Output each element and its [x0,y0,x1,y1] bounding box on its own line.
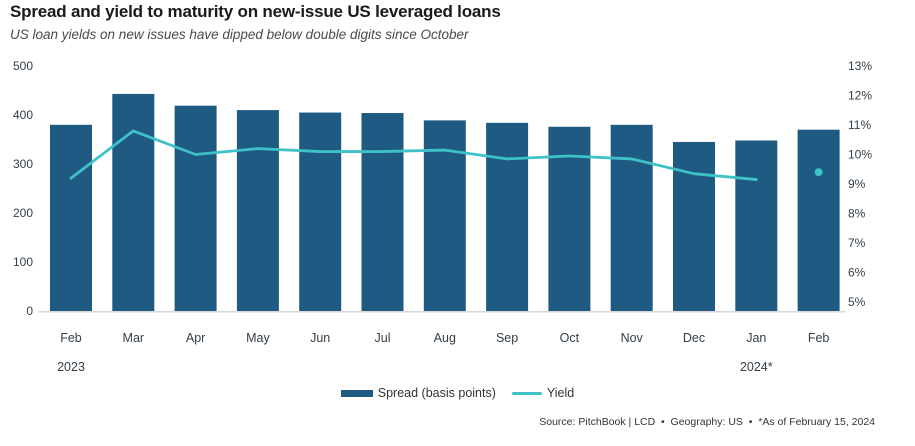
x-axis-month-label: Sep [496,331,518,345]
x-axis-month-label: May [246,331,270,345]
legend-spread-label: Spread (basis points) [377,386,496,400]
source-attribution: Source: PitchBook | LCD • Geography: US … [539,416,875,428]
x-axis-month-label: Oct [560,331,580,345]
right-axis-tick: 7% [848,236,866,250]
right-axis-tick: 13% [848,59,872,73]
yield-latest-dot [814,168,823,177]
x-axis-month-label: Feb [60,331,82,345]
spread-swatch-icon [340,389,373,397]
x-axis-month-label: Jul [375,331,391,345]
legend-item-yield: Yield [511,386,575,400]
x-axis-year-label: 2023 [57,360,85,374]
x-axis-month-label: Jun [310,331,330,345]
right-axis-tick: 12% [848,89,872,103]
spread-bar-Nov-9 [610,124,653,311]
spread-bar-Jan-11 [735,140,778,311]
spread-bar-Sep-7 [486,122,529,311]
right-axis-tick: 11% [848,118,871,132]
spread-bar-Feb-12 [797,129,840,311]
right-axis-tick: 6% [848,266,866,280]
yield-swatch-icon [511,391,542,395]
spread-bar-Dec-10 [673,141,715,311]
yield-line [69,129,758,181]
spread-bar-Apr-2 [174,105,217,311]
right-axis-tick: 5% [848,295,866,309]
combo-chart-plot: 0 100 200 300 400 500 13% 12% 11% 10% 9% 8% 7% 6% 5% Fe… [13,59,872,374]
left-axis-tick: 100 [13,255,33,269]
right-axis-tick: 8% [848,207,866,221]
x-axis-month-label: Apr [186,331,205,345]
spread-bar-Jun-4 [299,112,342,311]
x-axis-month-label: Mar [123,331,145,345]
x-axis-month-label: Feb [808,331,830,345]
left-axis-tick: 300 [13,157,33,171]
x-axis-month-label: Dec [683,331,705,345]
x-axis-month-label: Jan [746,331,766,345]
right-axis-tick: 9% [848,177,866,191]
left-axis-tick: 200 [13,206,33,220]
spread-bar-Jul-5 [361,113,404,311]
right-axis-tick: 10% [848,148,872,162]
spread-bar-Mar-1 [112,93,155,312]
legend-yield-label: Yield [546,386,575,400]
chart-title: Spread and yield to maturity on new-issu… [10,2,501,21]
left-axis-tick: 0 [26,304,33,318]
spread-bar-Feb-0 [50,124,92,311]
left-axis-tick: 500 [13,59,33,73]
legend-item-spread: Spread (basis points) [340,386,496,400]
x-axis-month-label: Aug [434,331,456,345]
x-axis-month-label: Nov [621,331,644,345]
spread-bar-May-3 [236,110,279,311]
spread-bar-Oct-8 [548,126,591,311]
chart-legend: Spread (basis points) Yield [0,386,915,400]
x-axis-year-label: 2024* [740,360,773,374]
left-axis-tick: 400 [13,108,33,122]
chart-subtitle: US loan yields on new issues have dipped… [10,27,469,42]
